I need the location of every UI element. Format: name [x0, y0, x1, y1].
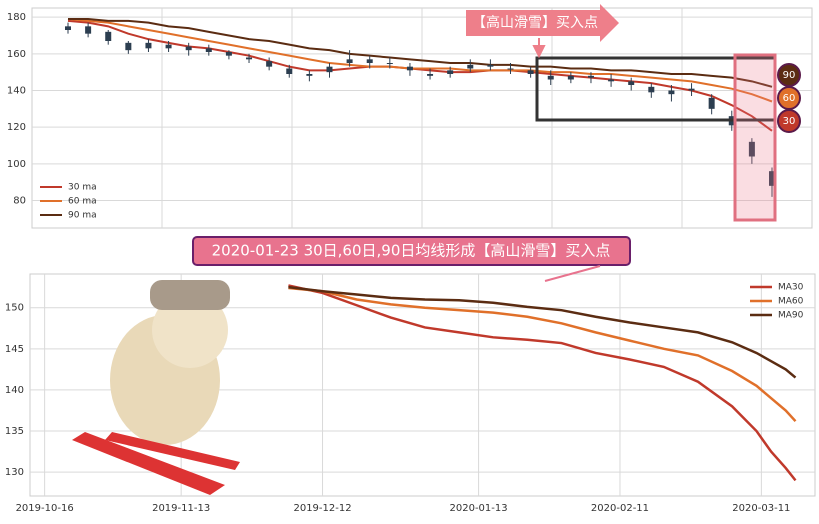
ma-line: [288, 285, 797, 379]
legend-label: MA30: [778, 283, 804, 293]
x-tick-label: 2020-03-11: [732, 503, 790, 514]
ma-line: [288, 284, 797, 482]
y-tick-label: 140: [7, 86, 26, 97]
y-tick-label: 135: [5, 426, 24, 437]
banner-pointer: [544, 265, 601, 282]
candle-body: [286, 68, 293, 74]
legend-label: MA60: [778, 297, 804, 307]
candle-body: [708, 97, 715, 109]
y-tick-label: 100: [7, 159, 26, 170]
candle-body: [266, 61, 273, 67]
annotation: 【高山滑雪】买入点: [472, 14, 598, 31]
candle-body: [386, 63, 393, 64]
candle-body: [145, 42, 152, 49]
candle-body: [447, 70, 454, 74]
candle-body: [306, 74, 313, 76]
y-tick-label: 130: [5, 467, 24, 478]
legend-label: 90 ma: [68, 211, 97, 221]
candle-body: [608, 79, 615, 82]
y-tick-label: 180: [7, 12, 26, 23]
candle-body: [65, 26, 71, 30]
pointer: [532, 38, 546, 59]
highlight-zone: [733, 53, 777, 222]
candle-body: [125, 42, 132, 51]
y-tick-label: 120: [7, 122, 26, 133]
x-tick-label: 2020-01-13: [450, 503, 508, 514]
ma-line: [288, 286, 797, 423]
candle-body: [748, 141, 755, 157]
candle-body: [467, 64, 474, 69]
annotation-arrow: [466, 4, 619, 42]
y-tick-label: 150: [5, 303, 24, 314]
candle-body: [769, 171, 775, 186]
ma-line: [67, 18, 773, 103]
candle-body: [527, 70, 534, 74]
ma-marker: [777, 109, 801, 133]
candle-body: [225, 52, 232, 56]
skier-figure: [72, 280, 240, 495]
ma-marker-label: 90: [783, 70, 796, 81]
banner-text: 2020-01-23 30日,60日,90日均线形成【高山滑雪】买入点: [212, 242, 611, 260]
candle-body: [648, 86, 655, 93]
candle-body: [587, 75, 594, 78]
y-tick-label: 160: [7, 49, 26, 60]
y-tick-label: 145: [5, 344, 24, 355]
legend-label: 60 ma: [68, 197, 97, 207]
ma-marker-label: 60: [783, 93, 796, 104]
candle-body: [105, 31, 112, 41]
x-tick-label: 2019-12-12: [293, 503, 351, 514]
candle-body: [668, 90, 675, 95]
candle-body: [406, 66, 413, 71]
y-tick-label: 80: [13, 196, 26, 207]
candle-body: [567, 75, 574, 80]
candle-body: [366, 59, 373, 63]
x-tick-label: 2019-11-13: [152, 503, 210, 514]
candle-body: [346, 59, 353, 63]
x-tick-label: 2020-02-11: [591, 503, 649, 514]
candle-body: [326, 66, 333, 73]
x-tick-label: 2019-10-16: [16, 503, 74, 514]
candle-body: [507, 68, 514, 70]
legend-label: 30 ma: [68, 183, 97, 193]
candle-body: [185, 46, 192, 51]
banner: [192, 236, 631, 266]
candle-body: [165, 44, 172, 49]
ma-marker-label: 30: [783, 116, 796, 127]
candle-body: [688, 88, 695, 91]
candle-body: [205, 48, 212, 52]
candle-body: [547, 75, 554, 80]
legend-label: MA90: [778, 311, 804, 321]
candle-body: [246, 57, 253, 60]
candle-body: [628, 81, 635, 85]
ma-line: [68, 18, 773, 88]
candle-body: [427, 74, 434, 76]
candle-body: [487, 64, 494, 67]
y-tick-label: 140: [5, 385, 24, 396]
candle-body: [85, 26, 92, 34]
